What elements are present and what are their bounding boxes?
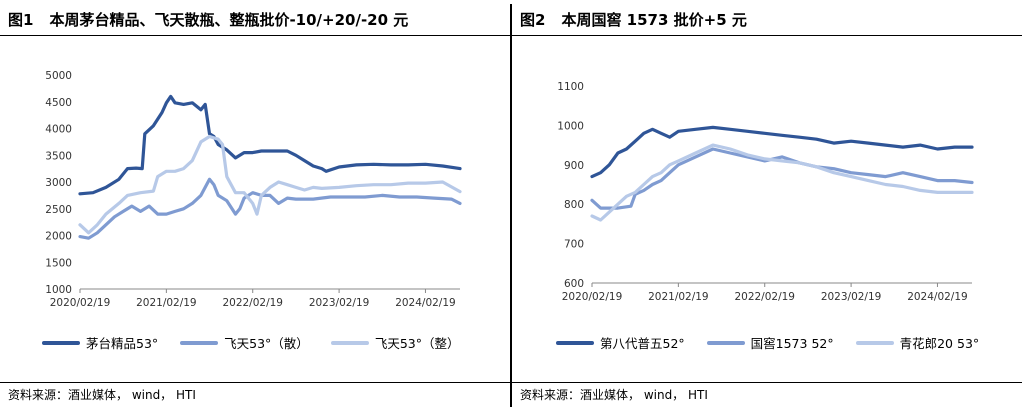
legend-label: 国窖1573 52° — [750, 336, 834, 351]
x-tick-label: 2023/02/19 — [821, 291, 882, 303]
series-line-3 — [590, 143, 974, 222]
y-tick-label: 1000 — [557, 120, 584, 132]
y-tick-label: 700 — [564, 239, 584, 251]
source-note: 资料来源：酒业媒体， wind， HTI — [8, 388, 196, 402]
y-tick-label: 900 — [564, 160, 584, 172]
y-tick-label: 5000 — [45, 70, 72, 82]
x-tick-label: 2022/02/19 — [734, 291, 795, 303]
left-figure-panel: 图1 本周茅台精品、飞天散瓶、整瓶批价-10/+20/-20 元 1000 150… — [0, 0, 510, 407]
legend-item: 第八代普五52° — [556, 333, 685, 352]
price-line-chart: 1000 1500 2000 2500 3000 3500 4000 4500 5000 2020… — [45, 70, 462, 309]
figure-title-bar: 图2 本周国窖 1573 批价+5 元 — [512, 4, 1022, 36]
figure-title-bar: 图1 本周茅台精品、飞天散瓶、整瓶批价-10/+20/-20 元 — [0, 4, 510, 36]
y-tick-label: 1100 — [557, 81, 584, 93]
panel-divider — [510, 4, 512, 407]
legend-item: 青花郎20 53° — [855, 333, 980, 352]
source-divider — [0, 382, 510, 383]
legend-label: 飞天53°（散） — [224, 336, 309, 351]
legend-item: 茅台精品53° — [42, 333, 158, 352]
figure-number: 图1 — [8, 11, 34, 29]
legend-label: 青花郎20 53° — [899, 336, 980, 351]
figure-number: 图2 — [520, 11, 546, 29]
chart-legend: 茅台精品53° 飞天53°（散） 飞天53°（整） — [42, 333, 459, 352]
source-divider — [512, 382, 1022, 383]
series-line-3 — [78, 134, 462, 235]
x-tick-label: 2021/02/19 — [136, 297, 197, 309]
y-tick-label: 800 — [564, 199, 584, 211]
x-tick-label: 2024/02/19 — [395, 297, 456, 309]
y-tick-label: 2000 — [45, 231, 72, 243]
figure-title: 本周国窖 1573 批价+5 元 — [561, 11, 747, 29]
y-tick-label: 600 — [564, 278, 584, 290]
x-tick-label: 2020/02/19 — [562, 291, 623, 303]
legend-swatch — [330, 340, 369, 345]
y-tick-label: 1000 — [45, 284, 72, 296]
legend-label: 飞天53°（整） — [374, 336, 460, 351]
right-figure-panel: 图2 本周国窖 1573 批价+5 元 600 700 800 900 1000 1100… — [512, 0, 1022, 407]
y-tick-label: 3500 — [45, 150, 72, 162]
legend-item: 飞天53°（整） — [330, 333, 460, 352]
x-tick-label: 2024/02/19 — [907, 291, 968, 303]
series-line-1 — [590, 125, 974, 179]
legend-item: 飞天53°（散） — [180, 333, 309, 352]
y-tick-label: 1500 — [45, 257, 72, 269]
y-tick-label: 4000 — [45, 124, 72, 136]
y-tick-label: 3000 — [45, 177, 72, 189]
legend-swatch — [706, 340, 745, 345]
series-line-2 — [78, 177, 462, 240]
x-tick-label: 2020/02/19 — [50, 297, 111, 309]
y-tick-label: 2500 — [45, 204, 72, 216]
series-line-1 — [78, 94, 462, 196]
legend-item: 国窖1573 52° — [706, 333, 834, 352]
price-line-chart: 600 700 800 900 1000 1100 2020/02/19 2021/02/19… — [557, 81, 974, 303]
legend-label: 第八代普五52° — [600, 336, 685, 351]
legend-swatch — [180, 340, 219, 345]
y-tick-label: 4500 — [45, 97, 72, 109]
x-tick-label: 2021/02/19 — [648, 291, 709, 303]
legend-swatch — [42, 340, 80, 345]
series-line-2 — [590, 147, 974, 210]
chart-legend: 第八代普五52° 国窖1573 52° 青花郎20 53° — [556, 333, 979, 352]
legend-swatch — [556, 340, 594, 345]
x-tick-label: 2023/02/19 — [309, 297, 370, 309]
figure-title: 本周茅台精品、飞天散瓶、整瓶批价-10/+20/-20 元 — [49, 11, 409, 29]
x-tick-label: 2022/02/19 — [222, 297, 283, 309]
source-note: 资料来源：酒业媒体， wind， HTI — [520, 388, 708, 402]
legend-label: 茅台精品53° — [86, 336, 159, 351]
legend-swatch — [855, 340, 894, 345]
